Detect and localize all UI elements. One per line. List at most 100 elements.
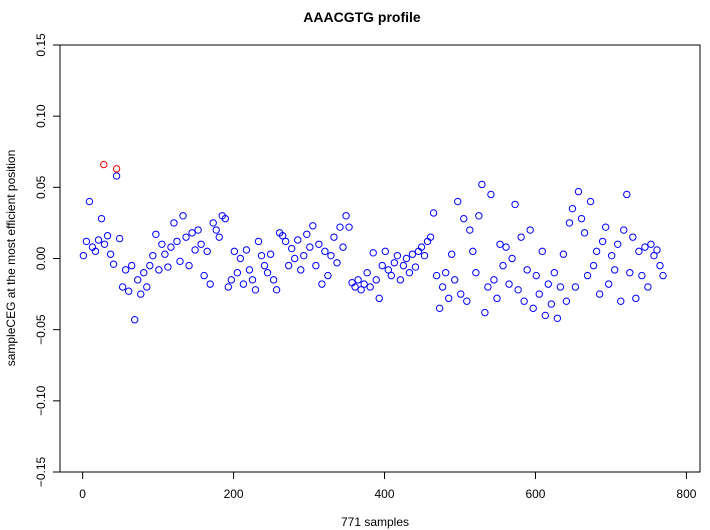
point — [586, 197, 595, 206]
point — [330, 233, 338, 241]
point — [544, 280, 553, 288]
point — [487, 190, 495, 199]
point — [399, 261, 408, 270]
point — [134, 276, 142, 284]
point — [641, 243, 649, 251]
point — [601, 223, 610, 231]
point — [324, 271, 332, 280]
x-tick-label: 0 — [79, 487, 86, 501]
point — [315, 240, 323, 248]
point — [100, 160, 108, 169]
point — [137, 290, 145, 298]
point — [435, 304, 444, 313]
point — [659, 271, 667, 280]
point — [444, 294, 453, 303]
point — [336, 223, 344, 231]
point — [263, 269, 272, 277]
point — [499, 261, 507, 270]
point — [281, 237, 290, 246]
y-tick-label: −0.15 — [34, 456, 48, 487]
point — [417, 243, 426, 251]
point — [291, 254, 299, 263]
point — [124, 287, 133, 295]
point — [408, 250, 417, 258]
point — [502, 243, 510, 251]
point — [626, 269, 634, 277]
point — [233, 269, 242, 277]
point — [583, 271, 592, 280]
point — [469, 247, 477, 256]
point — [451, 276, 459, 284]
point — [118, 283, 127, 291]
point — [556, 283, 565, 291]
point — [82, 237, 91, 246]
point — [426, 233, 435, 241]
point — [472, 269, 480, 277]
point — [269, 276, 278, 284]
point — [493, 294, 501, 303]
y-tick-label: 0.15 — [34, 33, 48, 57]
point — [577, 214, 586, 223]
point — [366, 283, 374, 291]
point — [538, 247, 546, 256]
point — [272, 286, 281, 294]
point — [342, 212, 350, 220]
point — [212, 226, 220, 234]
point — [173, 237, 181, 246]
point — [611, 266, 619, 274]
point — [562, 297, 571, 305]
point — [236, 254, 245, 263]
point — [592, 247, 601, 256]
point — [206, 280, 214, 288]
point — [170, 219, 178, 227]
point — [644, 283, 652, 291]
point — [598, 237, 607, 246]
point — [653, 246, 661, 254]
point — [580, 229, 589, 237]
y-tick-label: 0.10 — [34, 104, 48, 128]
point — [103, 232, 112, 240]
point — [511, 200, 519, 209]
point — [604, 280, 613, 288]
point — [109, 260, 118, 268]
chart-title: AAACGTG profile — [303, 9, 421, 25]
point — [221, 214, 229, 223]
point — [251, 286, 260, 294]
plot-box — [59, 44, 701, 473]
point — [614, 240, 622, 248]
point — [257, 251, 266, 260]
point — [321, 247, 329, 256]
point — [375, 294, 383, 303]
y-axis-label: sampleCEG at the most efficient position — [4, 150, 18, 367]
point — [484, 283, 492, 291]
point — [565, 219, 574, 227]
point — [91, 247, 100, 256]
point — [523, 266, 531, 274]
point — [339, 243, 347, 251]
point — [357, 286, 365, 294]
point — [188, 229, 196, 237]
point — [287, 244, 296, 253]
y-tick-label: −0.05 — [34, 314, 48, 345]
point — [381, 247, 389, 256]
point — [496, 240, 504, 248]
point — [629, 233, 637, 241]
point — [345, 223, 353, 231]
point — [127, 261, 136, 270]
point — [85, 197, 94, 206]
point — [245, 266, 254, 274]
point — [300, 251, 308, 260]
point — [100, 240, 109, 248]
point — [387, 271, 396, 280]
point — [620, 226, 628, 234]
point — [650, 251, 658, 260]
point — [182, 233, 190, 241]
point — [155, 266, 163, 274]
point — [167, 243, 175, 251]
point — [248, 276, 257, 284]
point — [179, 212, 187, 220]
point — [535, 290, 543, 298]
point — [197, 240, 205, 248]
point — [191, 246, 199, 254]
point — [354, 276, 362, 284]
